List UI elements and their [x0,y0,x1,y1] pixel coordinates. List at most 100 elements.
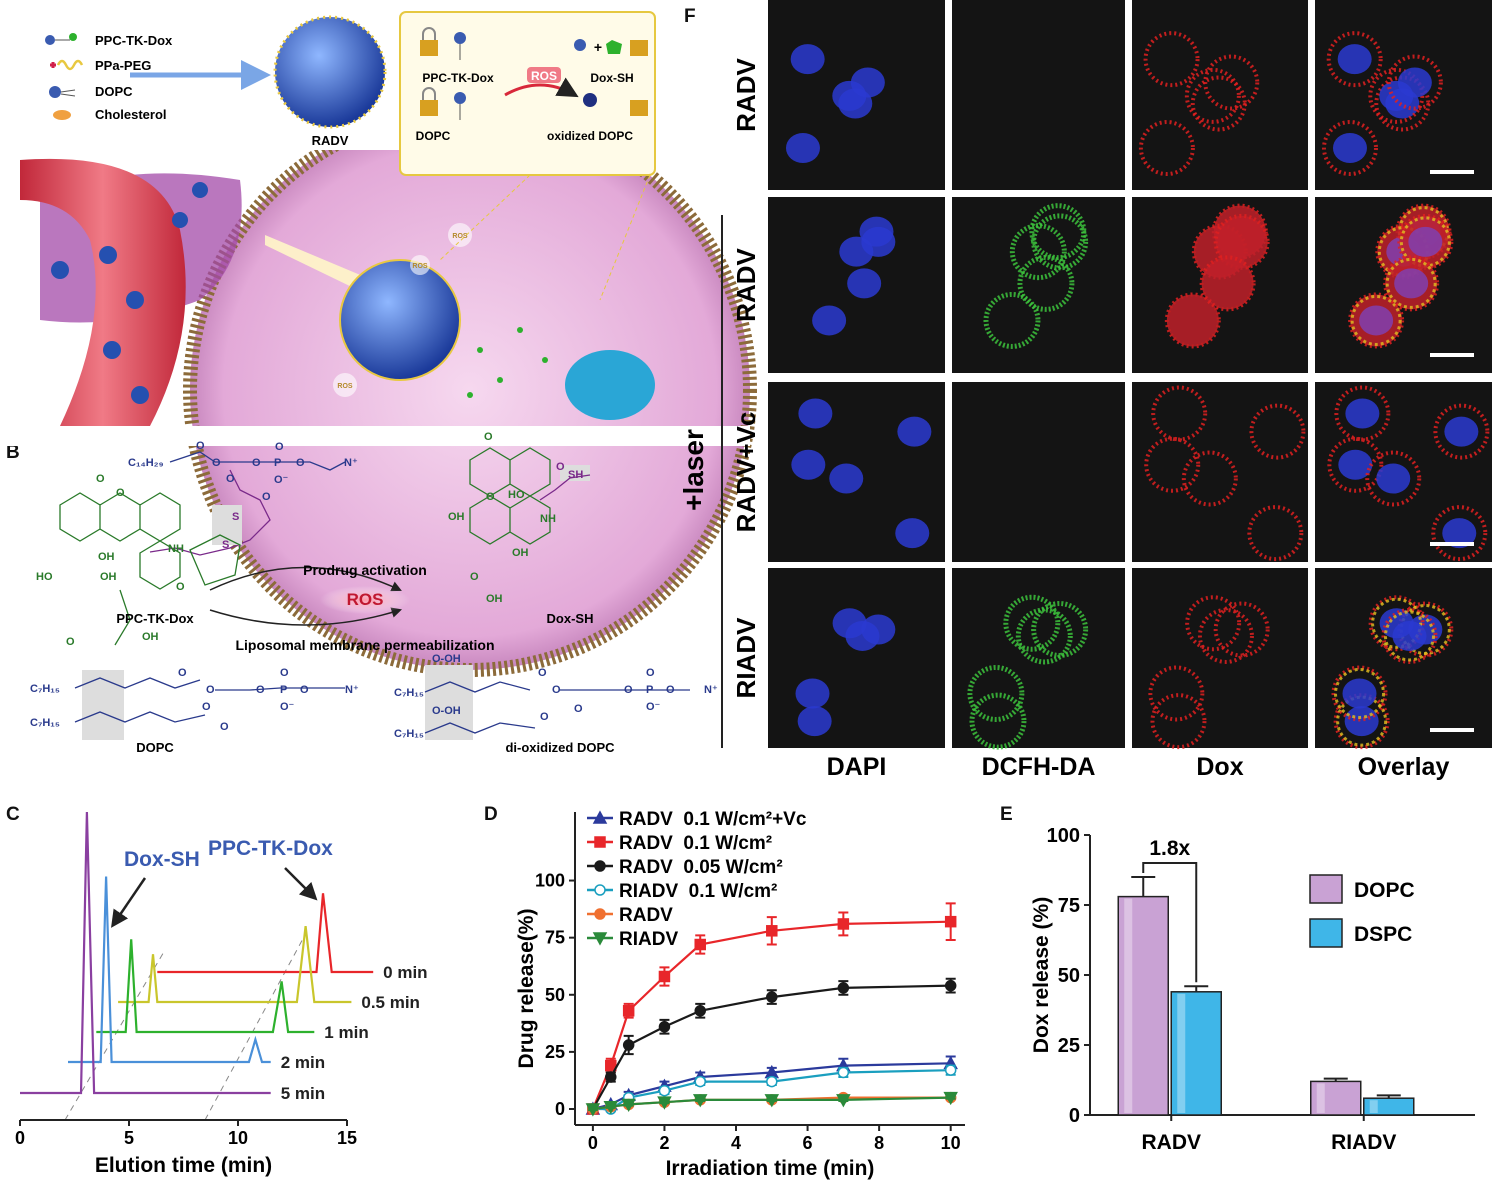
atom: O [96,473,105,485]
bar [1363,1097,1415,1116]
nucleus [895,518,930,549]
cell-signal [1321,120,1378,177]
x-tick-label: 10 [228,1128,248,1148]
micrograph [768,0,945,190]
cell-signal [1383,610,1435,662]
marker [694,1075,706,1088]
atom: N⁺ [344,457,358,469]
atom: OH [448,511,465,523]
legend-label: RIADV [619,929,678,950]
cell [183,103,757,677]
trace-label: 2 min [281,1053,325,1072]
nucleus [850,67,885,98]
y-tick-label: 100 [1047,825,1080,847]
cell-signal [1143,31,1200,88]
marker [943,1091,958,1106]
micrograph [1315,0,1492,190]
cell-signal [1386,54,1443,111]
nucleus [795,678,830,709]
marker [657,1096,672,1110]
panel-letter: C [6,804,20,825]
drug-dots [467,327,548,398]
atom: OH [142,631,159,643]
panel-d: 0 25 50 75 100 0 2 4 6 8 10 Irradiation time (min) D… [515,809,965,1180]
y-tick-label: 100 [535,871,565,891]
atom: O [486,491,495,503]
cell-scene: ROS ROS ROS [0,103,757,677]
atom: C₁₄H₂₉ [128,457,164,469]
legend-marker [592,810,608,824]
inset-label: Dox-SH [590,71,633,85]
x-tick-label: 2 [659,1133,669,1153]
atom: N⁺ [345,684,359,696]
cell-signal [1181,450,1238,507]
group-label: +laser [678,429,709,511]
atom: S [232,511,239,523]
cell-signal [1334,385,1391,442]
marker [658,1084,671,1097]
bar-shine [1177,993,1186,1113]
atom: P [280,684,287,696]
nucleus [791,449,826,480]
y-axis-title: Drug release(%) [515,909,538,1069]
marker [836,1094,851,1108]
atom: O [275,441,284,453]
nucleus [1345,398,1380,429]
legend-label: Cholesterol [95,107,167,122]
bar-shine [1316,1083,1325,1113]
atom: OH [100,571,117,583]
x-axis-title: Elution time (min) [95,1154,272,1177]
cell-signal [967,664,1025,722]
marker [694,938,706,951]
marker [603,1100,619,1115]
legend-label: RADV 0.1 W/cm² [619,833,772,854]
column-label: Dox [1196,753,1243,781]
atom: O [556,461,565,473]
trace-label: 5 min [281,1084,325,1103]
marker [605,1071,617,1083]
nucleus [1338,449,1373,480]
bubble-label: ROS [412,263,428,270]
legend-label: RIADV 0.1 W/cm² [619,881,777,902]
panel-letter: E [1000,804,1013,825]
atom: O [66,636,75,648]
cell-signal [1197,607,1254,664]
legend-label: RADV [619,905,673,926]
cell-signal [983,291,1041,349]
y-tick-label: 0 [555,1099,565,1119]
cell-signal [1433,403,1490,460]
cell-signal [1249,403,1306,460]
marker [766,1075,778,1088]
arrow-label: Liposomal membrane permeabilization [235,637,494,653]
row-label: RIADV [731,617,761,699]
marker [692,1094,708,1108]
cell-signal [1138,120,1195,177]
ros-bubbles: ROS ROS ROS [333,223,472,397]
atom: NH [168,543,184,555]
bubble-label: ROS [452,233,468,240]
legend-label: DOPC [1354,879,1415,902]
atom: O [624,684,633,696]
compound-label: DOPC [136,740,174,755]
marker [944,979,957,992]
trace [118,925,352,1004]
radv-particle [273,15,387,129]
nucleus [1392,620,1427,651]
nucleus [1342,678,1377,709]
x-tick-label: 0 [588,1133,598,1153]
atom: O [220,721,229,733]
row-label: RADV+Vc [731,412,761,533]
panel-letter: D [484,804,498,825]
bar [1170,991,1222,1116]
cell-signal [1015,607,1073,665]
cell-signal [1368,595,1425,652]
nucleus [790,44,825,75]
x-tick-label: 4 [731,1133,741,1153]
inset-plus: + [594,39,602,55]
micrograph [768,382,945,562]
vessel [20,158,186,426]
trace-label: 0.5 min [361,993,420,1012]
marker [837,918,850,930]
panel-a: ROS ROS ROS PPC-TK-Dox PPa-PEG DOPC Chol… [0,0,757,677]
nucleus [847,268,882,299]
